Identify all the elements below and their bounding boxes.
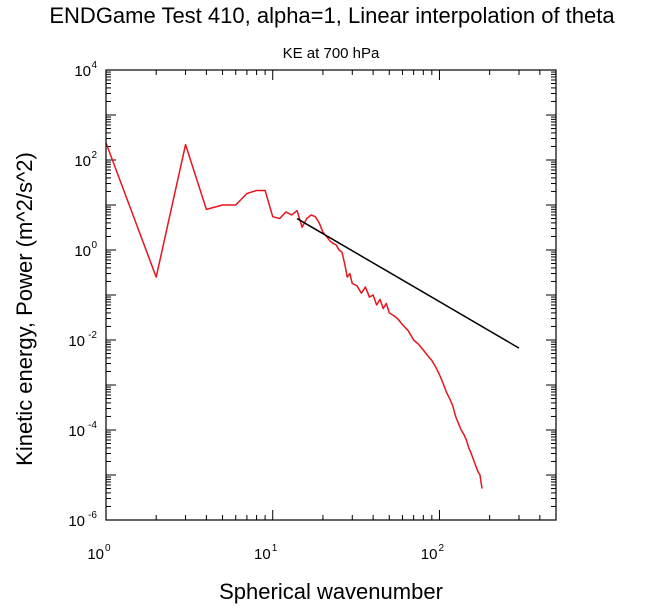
axis-ticks xyxy=(105,69,557,521)
y-tick-label-base: 10 xyxy=(74,153,91,170)
y-tick-label: -410 xyxy=(68,420,97,440)
y-tick-label-base: 10 xyxy=(74,243,91,260)
y-tick-label-exponent: 2 xyxy=(91,150,97,161)
x-tick-label-exponent: 0 xyxy=(105,543,111,554)
y-tick-label: -210 xyxy=(68,330,97,350)
y-tick-label-exponent: -6 xyxy=(88,510,97,521)
y-tick-label-base: 10 xyxy=(68,513,85,530)
y-tick-label-base: 10 xyxy=(68,333,85,350)
chart-subtitle: KE at 700 hPa xyxy=(283,45,380,62)
x-tick-label: 10 1 xyxy=(254,543,278,563)
y-tick-label: 410 xyxy=(74,60,97,80)
x-axis-label: Spherical wavenumber xyxy=(219,579,443,604)
series-layer xyxy=(105,142,520,489)
y-axis-label: Kinetic energy, Power (m^2/s^2) xyxy=(12,152,37,466)
y-tick-label-base: 10 xyxy=(68,423,85,440)
y-tick-label-exponent: 4 xyxy=(91,60,97,71)
x-tick-label-exponent: 2 xyxy=(438,543,444,554)
series-line-1 xyxy=(105,142,483,489)
y-tick-label-base: 10 xyxy=(74,63,91,80)
x-tick-label-base: 10 xyxy=(87,546,104,563)
y-tick-label-exponent: -4 xyxy=(88,420,97,431)
y-tick-label-exponent: 0 xyxy=(91,240,97,251)
x-tick-label: 10 0 xyxy=(87,543,111,563)
y-tick-label: 210 xyxy=(74,150,97,170)
y-tick-label: 010 xyxy=(74,240,97,260)
chart-title: ENDGame Test 410, alpha=1, Linear interp… xyxy=(49,3,615,28)
x-tick-label-base: 10 xyxy=(421,546,438,563)
y-tick-label: -610 xyxy=(68,510,97,530)
plot-frame xyxy=(105,69,557,521)
x-tick-label: 10 2 xyxy=(421,543,445,563)
y-tick-label-exponent: -2 xyxy=(88,330,97,341)
x-tick-label-base: 10 xyxy=(254,546,271,563)
x-tick-label-exponent: 1 xyxy=(272,543,278,554)
series-line-2 xyxy=(296,217,520,349)
